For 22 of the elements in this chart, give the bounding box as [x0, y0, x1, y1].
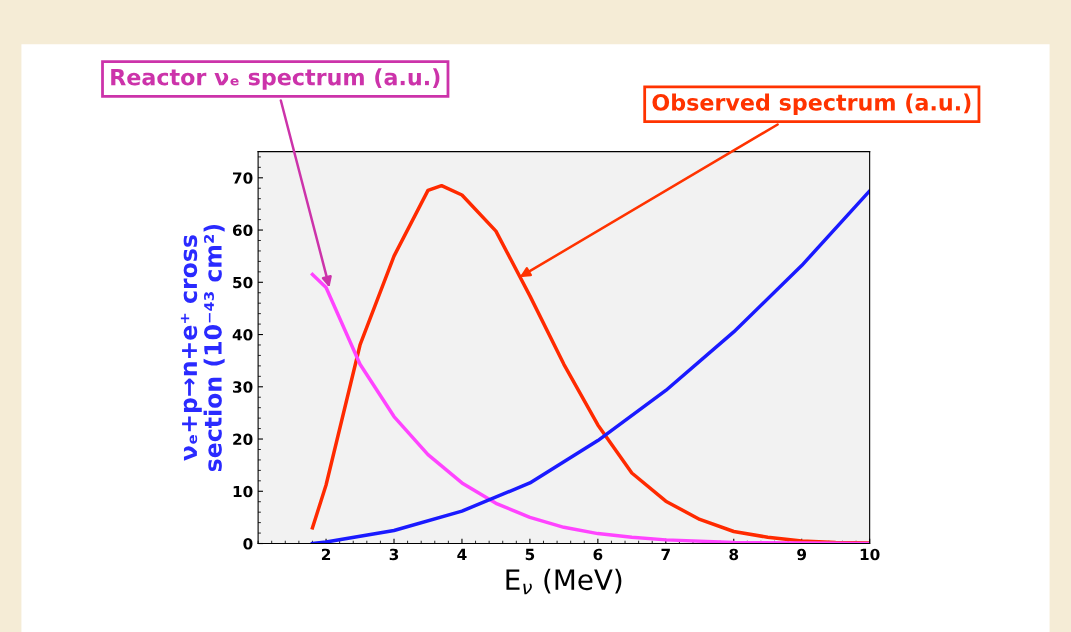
- y-tick-label: 50: [233, 276, 253, 289]
- y-tick-label: 10: [233, 485, 253, 498]
- y-tick-label: 40: [232, 329, 253, 341]
- y-tick-label: 30: [233, 381, 253, 393]
- x-tick-label: 7: [661, 548, 670, 560]
- x-tick-label: 6: [593, 548, 603, 561]
- y-tick-label: 70: [233, 172, 253, 184]
- x-tick-label: 4: [457, 548, 467, 560]
- x-tick-label: 10: [860, 548, 880, 561]
- x-tick-label: 5: [525, 548, 535, 561]
- annotation: Observed spectrum (a.u.): [652, 93, 971, 116]
- y-tick-label: 20: [233, 433, 253, 446]
- y-axis-title: νₑ+p→n+e⁺ cross section (10⁻⁴³ cm²): [180, 224, 225, 472]
- x-tick-label: 8: [729, 548, 739, 561]
- x-axis-title: E$_{ν}$ (MeV): [506, 568, 622, 595]
- annotation: Reactor νₑ spectrum (a.u.): [111, 68, 440, 90]
- x-tick-label: 9: [797, 548, 807, 561]
- line-series: [310, 272, 870, 544]
- y-tick-label: 0: [243, 537, 253, 550]
- x-tick-label: 3: [389, 548, 399, 561]
- x-tick-label: 2: [321, 548, 331, 560]
- y-tick-label: 60: [232, 224, 253, 237]
